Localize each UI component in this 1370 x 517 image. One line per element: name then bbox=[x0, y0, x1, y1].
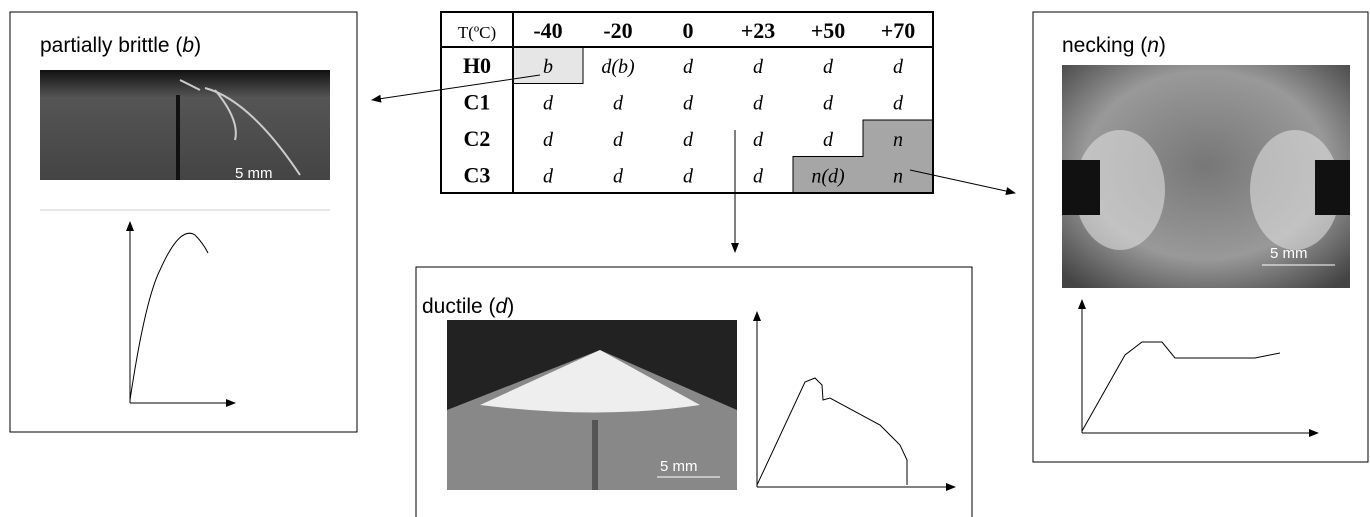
row-header: C1 bbox=[464, 90, 491, 115]
scale-label: 5 mm bbox=[660, 458, 698, 475]
cell: d bbox=[683, 93, 694, 115]
cell: b bbox=[543, 56, 553, 78]
cell: d bbox=[613, 93, 624, 115]
panel-title: partially brittle (b) bbox=[40, 34, 201, 57]
scale-label: 5 mm bbox=[235, 165, 273, 182]
column-header: -20 bbox=[603, 18, 632, 43]
panel-title: ductile (d) bbox=[422, 295, 514, 318]
cell: d bbox=[893, 93, 904, 115]
cell: d bbox=[613, 129, 624, 151]
cell: d bbox=[823, 93, 834, 115]
cell: n bbox=[893, 129, 903, 151]
cell: n bbox=[893, 166, 903, 188]
notch bbox=[1315, 160, 1350, 215]
cell: d(b) bbox=[601, 56, 635, 78]
panel-title: necking (n) bbox=[1062, 34, 1166, 57]
cell: d bbox=[613, 166, 624, 188]
column-header: +50 bbox=[811, 18, 846, 43]
scale-label: 5 mm bbox=[1270, 245, 1308, 262]
column-header: -40 bbox=[533, 18, 562, 43]
row-header: H0 bbox=[463, 53, 491, 78]
cell: d bbox=[753, 93, 764, 115]
photo bbox=[40, 70, 330, 180]
cell: d bbox=[683, 166, 694, 188]
cell: d bbox=[683, 129, 694, 151]
cell: d bbox=[823, 129, 834, 151]
cell: d bbox=[753, 166, 764, 188]
column-header: 0 bbox=[683, 18, 694, 43]
row-header: C3 bbox=[464, 163, 491, 188]
cell: d bbox=[543, 129, 554, 151]
column-header: +23 bbox=[741, 18, 776, 43]
row-header: C2 bbox=[464, 126, 491, 151]
cell: d bbox=[683, 56, 694, 78]
cell: d bbox=[893, 56, 904, 78]
diagram: partially brittle (b) 5 mm T(ºC) -40 -20 0 +… bbox=[0, 0, 1370, 517]
cell: d bbox=[753, 129, 764, 151]
column-header: T(ºC) bbox=[458, 23, 496, 42]
cell: n(d) bbox=[811, 166, 845, 188]
notch bbox=[1062, 160, 1100, 215]
cell: d bbox=[753, 56, 764, 78]
column-header: +70 bbox=[881, 18, 916, 43]
cell: d bbox=[823, 56, 834, 78]
cell: d bbox=[543, 93, 554, 115]
cell: d bbox=[543, 166, 554, 188]
